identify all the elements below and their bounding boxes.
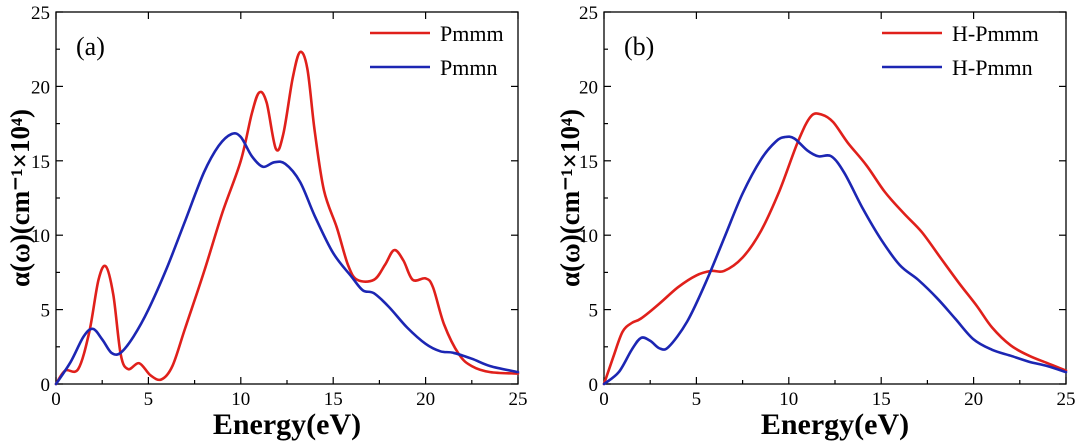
x-tick-label: 10 [779,389,798,410]
y-tick-label: 5 [589,301,599,322]
chart-panel-0: 0 5 10 15 20 25 0 5 10 15 20 25 Energy(eV) α(ω)(cm⁻¹×… [5,3,528,441]
y-tick-label: 25 [579,3,598,24]
x-tick-label: 20 [416,389,435,410]
x-tick-label: 5 [692,389,702,410]
y-tick-label: 20 [579,77,598,98]
panel-label: (b) [624,32,654,61]
x-tick-label: 20 [964,389,983,410]
x-tick-label: 10 [231,389,250,410]
x-tick-label: 15 [872,389,891,410]
legend-label: Pmmn [440,55,497,80]
y-axis-title: α(ω)(cm⁻¹×10⁴) [5,109,35,287]
x-tick-label: 15 [324,389,343,410]
y-tick-label: 15 [579,152,598,173]
y-tick-label: 10 [31,226,50,247]
panel-label: (a) [76,32,105,61]
y-tick-label: 0 [589,375,599,396]
y-tick-label: 15 [31,152,50,173]
legend-label: H-Pmmm [952,21,1039,46]
series-line-pmmn [54,132,520,386]
series-line-h-pmmn [602,135,1068,386]
x-tick-label: 25 [509,389,528,410]
chart-panel-1: 0 5 10 15 20 25 0 5 10 15 20 25 Energy(eV) α(ω)(cm⁻¹×… [555,3,1076,441]
y-tick-label: 25 [31,3,50,24]
series-line-pmmm [54,50,520,386]
x-tick-label: 0 [51,389,61,410]
y-tick-label: 20 [31,77,50,98]
y-tick-label: 5 [41,301,51,322]
y-axis-title: α(ω)(cm⁻¹×10⁴) [555,109,585,287]
legend-label: H-Pmmn [952,55,1033,80]
x-tick-label: 0 [599,389,609,410]
x-tick-label: 25 [1057,389,1076,410]
series-line-h-pmmm [602,112,1068,386]
x-axis-title: Energy(eV) [213,408,361,441]
y-tick-label: 0 [41,375,51,396]
y-tick-label: 10 [579,226,598,247]
x-tick-label: 5 [144,389,154,410]
x-axis-title: Energy(eV) [761,408,909,441]
legend-label: Pmmm [440,21,504,46]
